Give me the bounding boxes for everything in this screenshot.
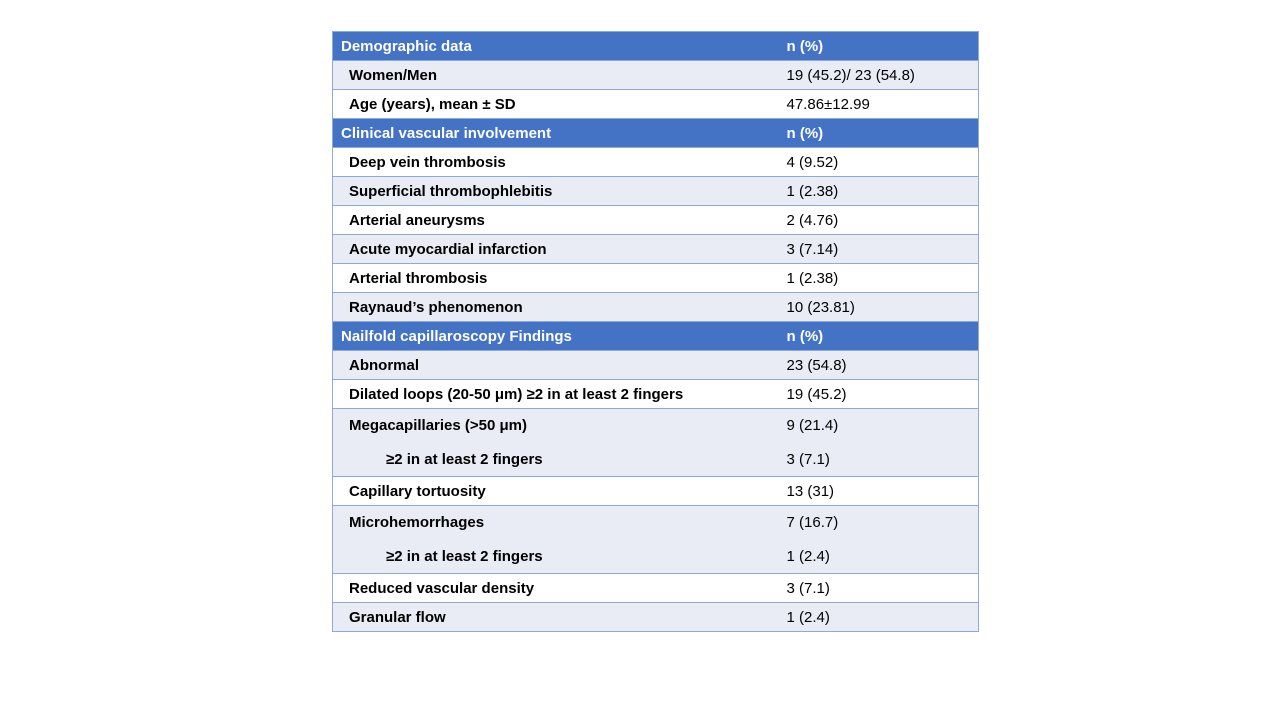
table-row: Raynaud’s phenomenon 10 (23.81) [332, 292, 979, 322]
table-row: Capillary tortuosity 13 (31) [332, 476, 979, 506]
table-row: ≥2 in at least 2 fingers 1 (2.4) [332, 539, 979, 574]
row-value: 1 (2.4) [780, 539, 979, 574]
table-row: Arterial aneurysms 2 (4.76) [332, 205, 979, 235]
table-row: Superficial thrombophlebitis 1 (2.38) [332, 176, 979, 206]
row-value: 10 (23.81) [780, 292, 979, 322]
table-row: Age (years), mean ± SD 47.86±12.99 [332, 89, 979, 119]
row-value: 19 (45.2)/ 23 (54.8) [780, 60, 979, 90]
row-label: Granular flow [332, 602, 781, 632]
table-row: ≥2 in at least 2 fingers 3 (7.1) [332, 442, 979, 477]
table-row: Women/Men 19 (45.2)/ 23 (54.8) [332, 60, 979, 90]
row-value: 1 (2.4) [780, 602, 979, 632]
row-value: 7 (16.7) [780, 505, 979, 540]
row-value: 2 (4.76) [780, 205, 979, 235]
row-label: Megacapillaries (>50 μm) [332, 408, 781, 443]
row-label: Deep vein thrombosis [332, 147, 781, 177]
section-header-row: Demographic data n (%) [332, 31, 979, 61]
row-label: Age (years), mean ± SD [332, 89, 781, 119]
table-row: Deep vein thrombosis 4 (9.52) [332, 147, 979, 177]
row-label: Acute myocardial infarction [332, 234, 781, 264]
row-value: 3 (7.1) [780, 442, 979, 477]
table-row: Megacapillaries (>50 μm) 9 (21.4) [332, 408, 979, 443]
row-label: Superficial thrombophlebitis [332, 176, 781, 206]
section-header-label: Nailfold capillaroscopy Findings [332, 321, 781, 351]
section-header-row: Nailfold capillaroscopy Findings n (%) [332, 321, 979, 351]
row-value: 23 (54.8) [780, 350, 979, 380]
row-label: Raynaud’s phenomenon [332, 292, 781, 322]
row-value: 1 (2.38) [780, 176, 979, 206]
row-label: Dilated loops (20-50 μm) ≥2 in at least … [332, 379, 781, 409]
row-value: 1 (2.38) [780, 263, 979, 293]
row-value: 3 (7.14) [780, 234, 979, 264]
table-row: Microhemorrhages 7 (16.7) [332, 505, 979, 540]
table-row: Abnormal 23 (54.8) [332, 350, 979, 380]
table-row: Dilated loops (20-50 μm) ≥2 in at least … [332, 379, 979, 409]
row-value: 13 (31) [780, 476, 979, 506]
row-label: Capillary tortuosity [332, 476, 781, 506]
row-label-indented: ≥2 in at least 2 fingers [332, 539, 781, 574]
section-header-label: Clinical vascular involvement [332, 118, 781, 148]
table-row: Arterial thrombosis 1 (2.38) [332, 263, 979, 293]
row-value: 4 (9.52) [780, 147, 979, 177]
row-value: 3 (7.1) [780, 573, 979, 603]
row-label: Abnormal [332, 350, 781, 380]
row-label-indented: ≥2 in at least 2 fingers [332, 442, 781, 477]
section-header-value: n (%) [780, 31, 979, 61]
findings-table: Demographic data n (%) Women/Men 19 (45.… [332, 31, 979, 632]
row-value: 9 (21.4) [780, 408, 979, 443]
section-header-value: n (%) [780, 118, 979, 148]
row-label: Arterial aneurysms [332, 205, 781, 235]
row-label: Reduced vascular density [332, 573, 781, 603]
row-value: 47.86±12.99 [780, 89, 979, 119]
table-row: Reduced vascular density 3 (7.1) [332, 573, 979, 603]
row-label: Arterial thrombosis [332, 263, 781, 293]
row-label: Microhemorrhages [332, 505, 781, 540]
row-value: 19 (45.2) [780, 379, 979, 409]
section-header-row: Clinical vascular involvement n (%) [332, 118, 979, 148]
section-header-label: Demographic data [332, 31, 781, 61]
row-label: Women/Men [332, 60, 781, 90]
table-row: Granular flow 1 (2.4) [332, 602, 979, 632]
section-header-value: n (%) [780, 321, 979, 351]
table-row: Acute myocardial infarction 3 (7.14) [332, 234, 979, 264]
